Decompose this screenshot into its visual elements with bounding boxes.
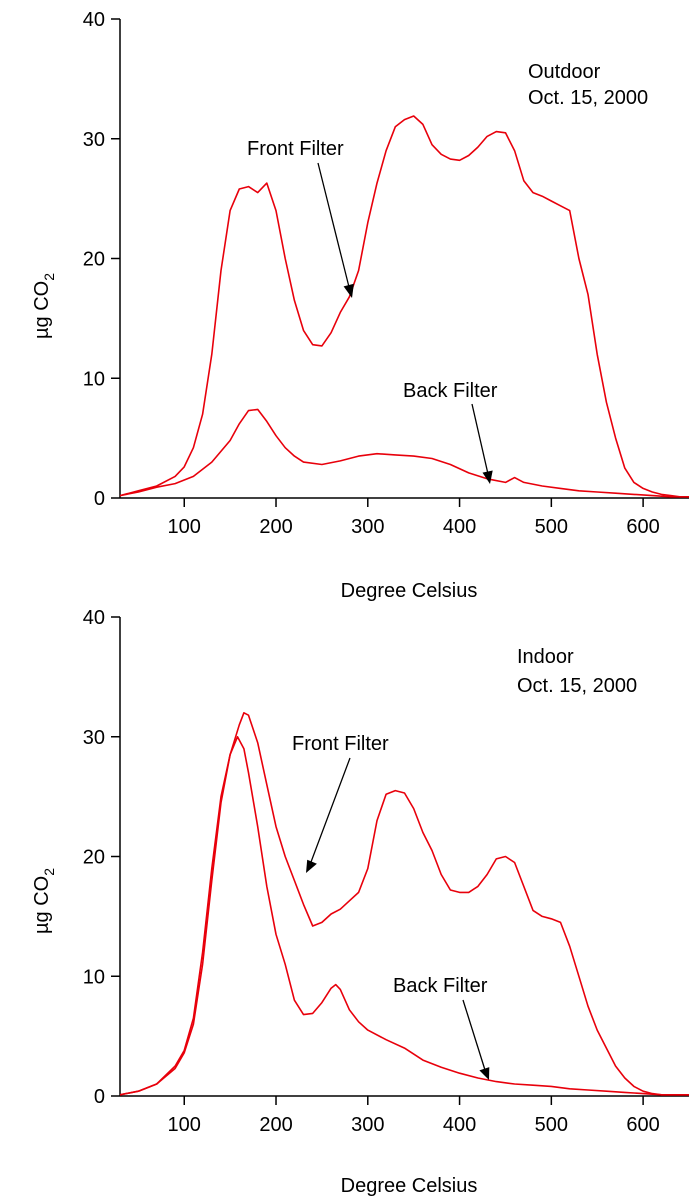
front-filter-arrowhead — [343, 283, 354, 298]
y-tick-label: 20 — [83, 847, 105, 869]
location-label: Outdoor — [528, 61, 601, 83]
back-filter-arrowhead — [482, 470, 493, 484]
outdoor-chart-panel: 0 10 20 30 40 100 200 300 400 500 600 Degree Cels… — [31, 9, 689, 602]
x-axis-label: Degree Celsius — [341, 1175, 478, 1197]
x-tick-label: 100 — [168, 516, 201, 538]
y-tick-label: 30 — [83, 129, 105, 151]
y-axis-label-subscript: 2 — [41, 273, 57, 281]
back-filter-label: Back Filter — [393, 975, 488, 997]
x-axis-label: Degree Celsius — [341, 580, 478, 602]
x-tick-label: 600 — [626, 1114, 659, 1136]
y-axis-label: µg CO2 — [31, 273, 57, 339]
front-filter-label: Front Filter — [292, 733, 389, 755]
front-filter-series-line — [119, 115, 689, 498]
indoor-chart-panel: 0 10 20 30 40 100 200 300 400 500 600 Degree Cels… — [31, 607, 689, 1197]
y-tick-group: 0 10 20 30 40 — [83, 9, 120, 510]
front-filter-arrow-line — [317, 162, 350, 288]
back-filter-series-line — [119, 408, 689, 498]
x-tick-label: 200 — [259, 1114, 292, 1136]
y-axis-label-main: µg CO — [31, 281, 53, 339]
date-label: Oct. 15, 2000 — [528, 87, 648, 109]
x-tick-label: 400 — [443, 516, 476, 538]
y-tick-label: 40 — [83, 9, 105, 31]
x-tick-label: 100 — [168, 1114, 201, 1136]
x-tick-label: 500 — [535, 516, 568, 538]
series-group — [119, 115, 689, 498]
front-filter-series-line — [119, 711, 689, 1096]
y-tick-label: 40 — [83, 607, 105, 629]
x-tick-label: 300 — [351, 516, 384, 538]
y-tick-label: 0 — [94, 488, 105, 510]
date-label: Oct. 15, 2000 — [517, 675, 637, 697]
y-tick-label: 10 — [83, 966, 105, 988]
x-tick-label: 600 — [626, 516, 659, 538]
y-tick-label: 0 — [94, 1086, 105, 1108]
location-label: Indoor — [517, 646, 574, 668]
y-tick-group: 0 10 20 30 40 — [83, 607, 120, 1108]
y-tick-label: 10 — [83, 368, 105, 390]
y-tick-label: 30 — [83, 727, 105, 749]
y-axis-label: µg CO2 — [31, 868, 57, 934]
x-tick-group: 100 200 300 400 500 600 — [168, 1096, 660, 1136]
back-filter-label: Back Filter — [403, 380, 498, 402]
y-axis-label-main: µg CO — [31, 876, 53, 934]
x-tick-label: 300 — [351, 1114, 384, 1136]
front-filter-arrowhead — [306, 859, 317, 873]
series-group — [119, 711, 689, 1096]
back-filter-arrowhead — [479, 1067, 490, 1080]
back-filter-arrow-line — [471, 403, 489, 475]
back-filter-arrow-line — [462, 999, 486, 1071]
y-axis-label-subscript: 2 — [41, 868, 57, 876]
x-tick-label: 400 — [443, 1114, 476, 1136]
front-filter-arrow-line — [310, 757, 351, 863]
x-tick-label: 200 — [259, 516, 292, 538]
back-filter-series-line — [119, 735, 689, 1096]
x-tick-label: 500 — [535, 1114, 568, 1136]
front-filter-label: Front Filter — [247, 138, 344, 160]
y-tick-label: 20 — [83, 249, 105, 271]
x-tick-group: 100 200 300 400 500 600 — [168, 498, 660, 538]
